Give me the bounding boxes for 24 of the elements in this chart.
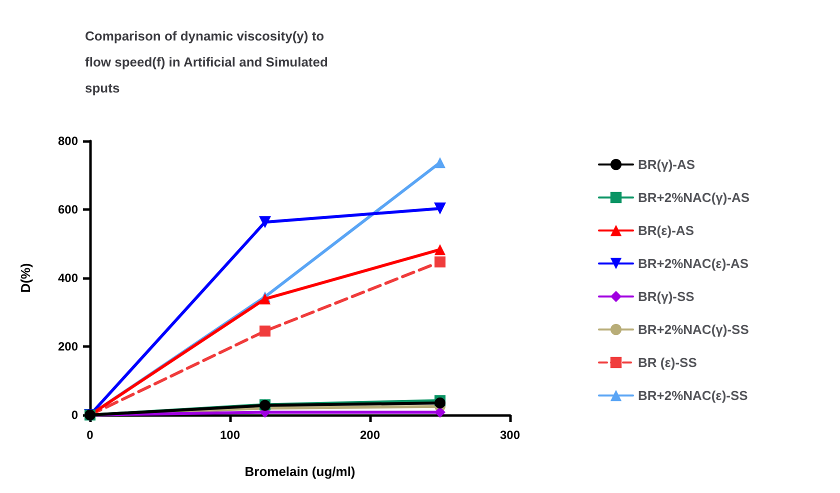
y-axis-title: D(%) <box>18 263 33 293</box>
point <box>434 398 446 409</box>
legend-label: BR(ε)-AS <box>638 223 694 238</box>
x-tick-label: 300 <box>500 428 520 442</box>
x-tick-label: 0 <box>86 428 94 442</box>
x-tick-label: 100 <box>220 428 240 442</box>
chart-title: Comparison of dynamic viscosity(y) to flow speed(f) in Artificial and Simulated sputs <box>85 28 328 96</box>
y-tick-label: 600 <box>58 202 78 216</box>
point <box>260 326 270 337</box>
legend-label: BR+2%NAC(ε)-SS <box>638 388 748 403</box>
y-tick-label: 0 <box>71 408 78 422</box>
legend-label: BR (ε)-SS <box>638 355 698 370</box>
legend-label: BR+2%NAC(ε)-AS <box>638 256 749 271</box>
legend-label: BR(γ)-AS <box>638 157 696 172</box>
legend-label: BR(γ)-SS <box>638 289 695 304</box>
y-tick-label: 800 <box>58 134 78 148</box>
y-tick-label: 400 <box>58 271 78 285</box>
point <box>434 406 446 418</box>
x-axis-title: Bromelain (ug/ml) <box>244 464 356 479</box>
x-tick-label: 200 <box>360 428 380 442</box>
point <box>434 256 446 268</box>
y-tick-label: 200 <box>58 340 78 354</box>
legend-label: BR+2%NAC(γ)-SS <box>638 322 750 337</box>
legend-label: BR+2%NAC(γ)-AS <box>638 190 750 205</box>
